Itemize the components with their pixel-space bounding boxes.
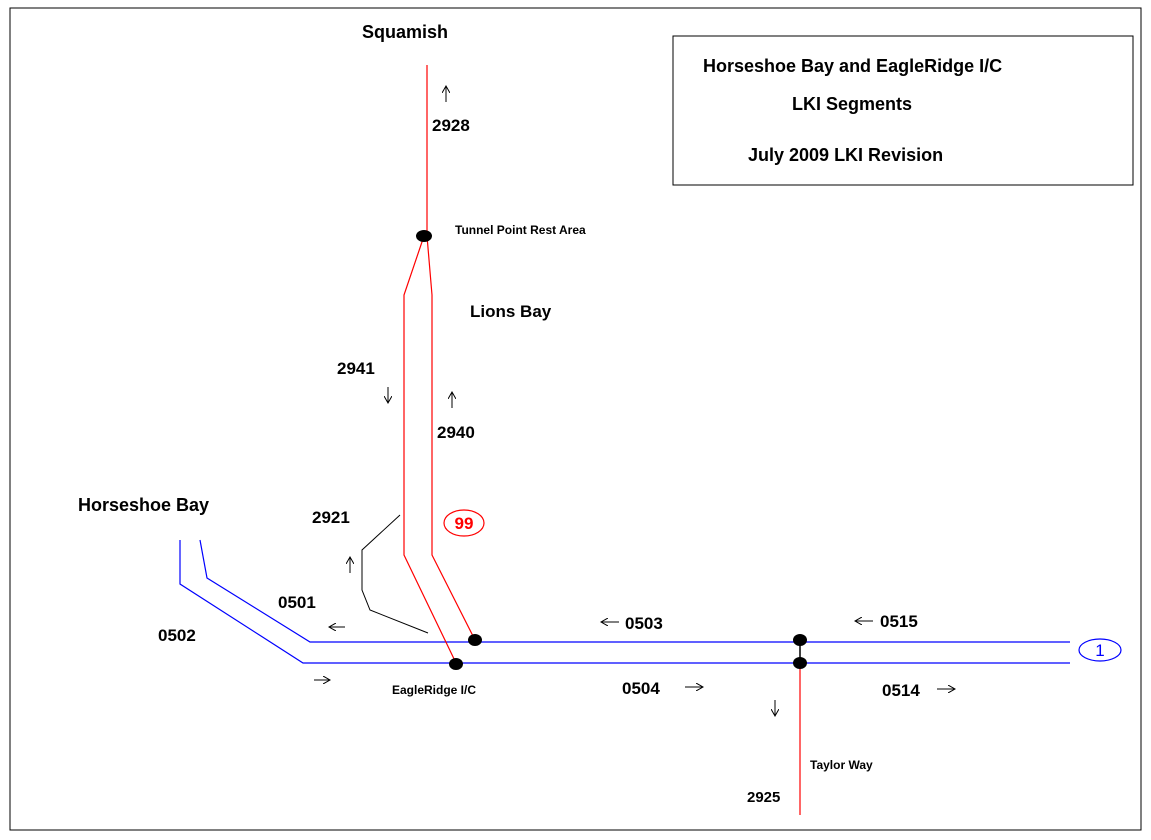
segment-label: 2925 (747, 789, 780, 806)
place-label: Squamish (362, 22, 448, 42)
segment-label: 0514 (882, 681, 920, 700)
segment-label: 2941 (337, 359, 375, 378)
direction-arrows (314, 86, 955, 716)
route-shield (1078, 638, 1122, 662)
segment-label: 0515 (880, 612, 918, 631)
place-label: Taylor Way (810, 758, 873, 772)
title-line: July 2009 LKI Revision (748, 145, 943, 165)
title-line: LKI Segments (792, 94, 912, 114)
highway-1 (179, 539, 1070, 664)
segment-label: 2940 (437, 423, 475, 442)
segment-label: 0502 (158, 626, 196, 645)
segment-label: 0503 (625, 614, 663, 633)
place-label: Horseshoe Bay (78, 495, 209, 515)
route-label: 99 (455, 514, 474, 533)
highway-99 (403, 65, 801, 815)
segment-label: 0504 (622, 679, 660, 698)
segment-label: 2928 (432, 116, 470, 135)
segment-label: 0501 (278, 593, 316, 612)
place-label: Lions Bay (470, 302, 552, 321)
nodes (416, 230, 807, 670)
place-label: EagleRidge I/C (392, 683, 476, 697)
place-label: Tunnel Point Rest Area (455, 223, 586, 237)
title-line: Horseshoe Bay and EagleRidge I/C (703, 56, 1002, 76)
title-box (672, 35, 1134, 186)
route-shield (443, 509, 485, 537)
segment-label: 2921 (312, 508, 350, 527)
ramp-2921 (361, 514, 429, 634)
route-label: 1 (1095, 641, 1104, 660)
